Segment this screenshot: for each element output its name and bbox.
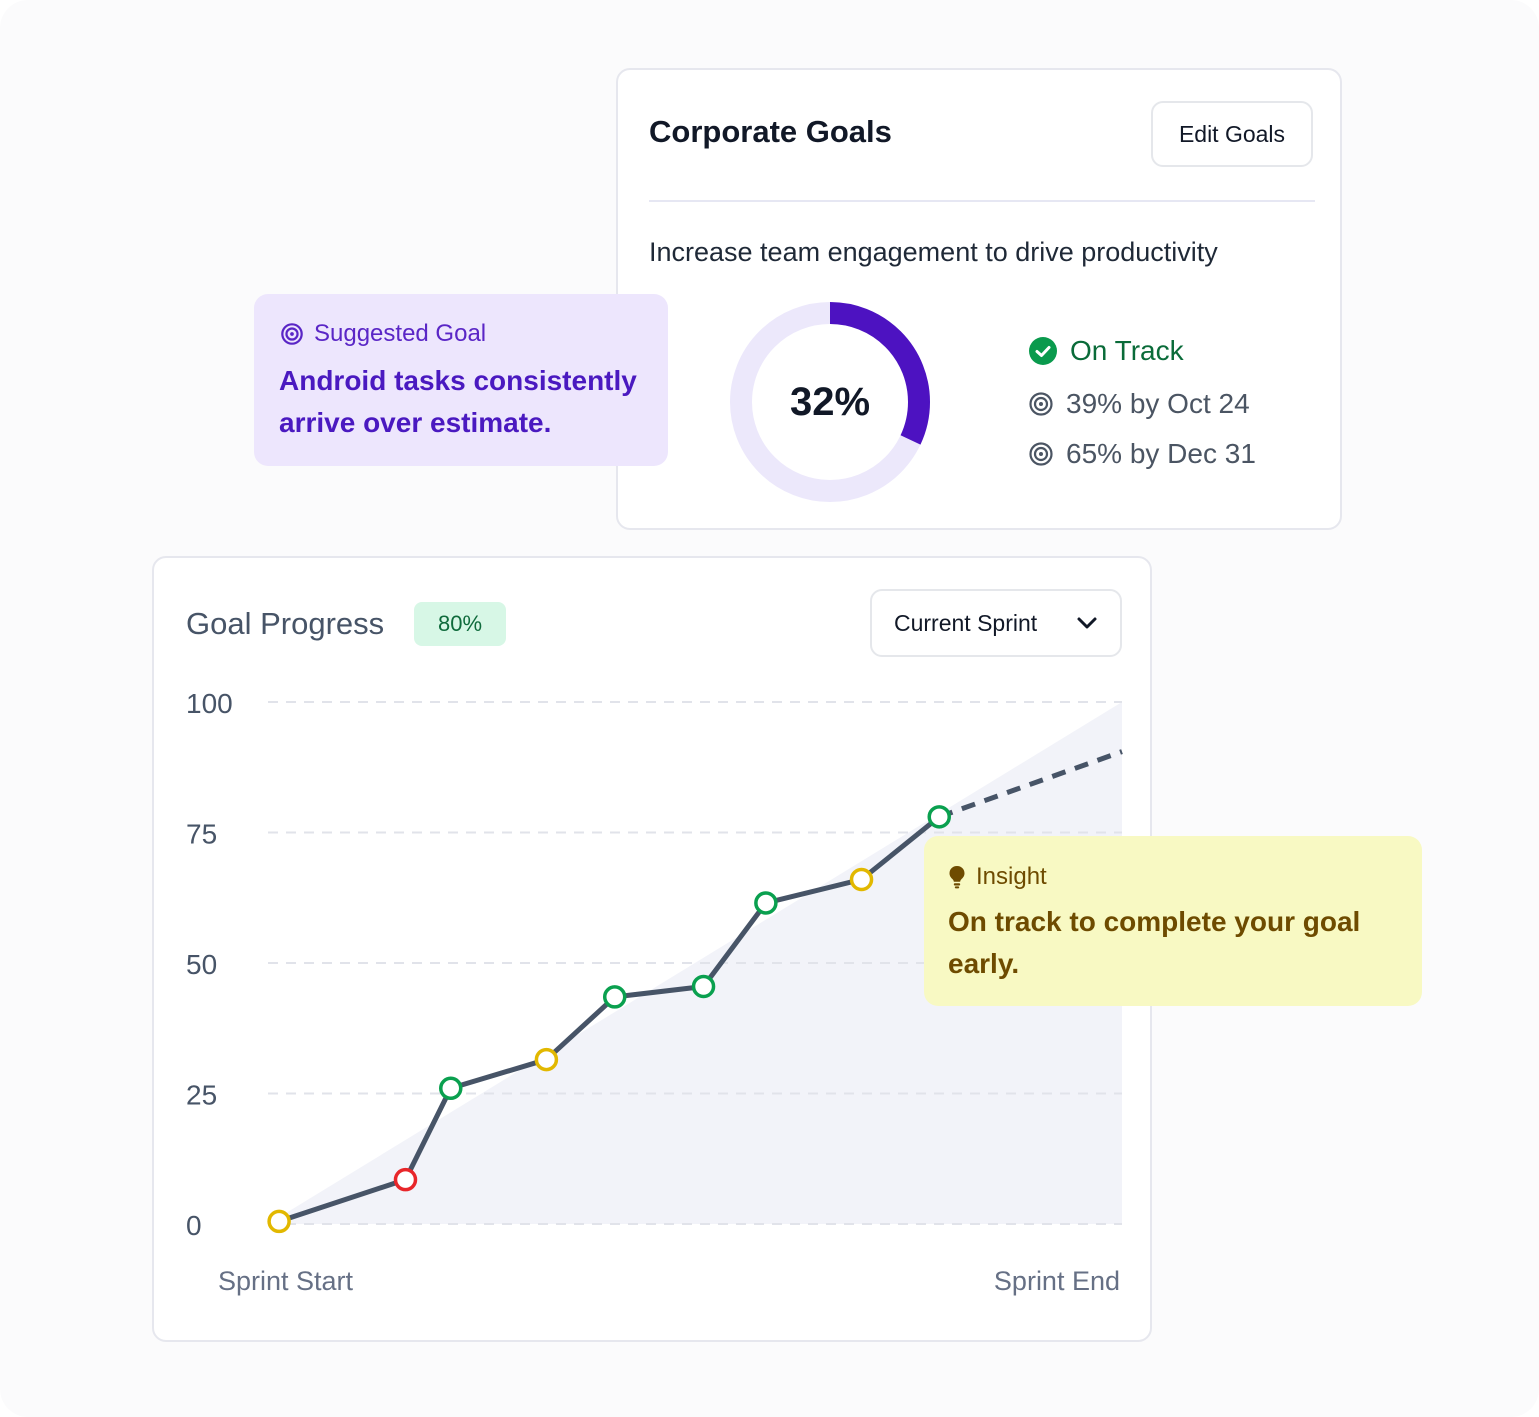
status-on-track: On Track (1028, 335, 1184, 367)
projection-line (938, 749, 1123, 820)
data-point (849, 867, 874, 892)
target-milestone-label: 65% by Dec 31 (1066, 438, 1256, 469)
data-point (754, 891, 778, 915)
target-icon (281, 323, 303, 345)
target-icon (1029, 392, 1053, 416)
target-milestone-1: 39% by Oct 24 (1028, 388, 1250, 420)
data-point (439, 1076, 463, 1101)
data-point (534, 1047, 559, 1072)
suggested-goal-callout[interactable]: Suggested Goal Android tasks consistentl… (254, 294, 668, 466)
suggested-goal-header: Suggested Goal (280, 320, 486, 348)
data-point (927, 805, 951, 829)
y-tick-label: 25 (186, 1080, 217, 1111)
target-icon (1029, 442, 1053, 466)
progress-badge: 80% (414, 602, 506, 646)
suggested-goal-heading: Suggested Goal (314, 320, 487, 347)
insight-callout[interactable]: Insight On track to complete your goal e… (924, 836, 1422, 1006)
corporate-goals-card: Corporate Goals Edit Goals Increase team… (616, 68, 1342, 530)
goal-description: Increase team engagement to drive produc… (649, 237, 1218, 267)
edit-goals-button[interactable]: Edit Goals (1151, 101, 1313, 167)
data-point (691, 974, 716, 999)
status-label: On Track (1070, 335, 1184, 366)
divider (649, 200, 1315, 202)
corporate-goals-title: Corporate Goals (649, 114, 892, 149)
lightbulb-icon (949, 866, 965, 889)
data-point (267, 1209, 291, 1234)
insight-heading: Insight (976, 863, 1047, 890)
y-tick-label: 100 (186, 688, 233, 719)
chevron-down-icon (1077, 617, 1097, 629)
progress-donut (730, 302, 930, 502)
target-milestone-label: 39% by Oct 24 (1066, 388, 1250, 419)
target-area (268, 702, 1122, 1224)
donut-percentage: 32% (789, 379, 871, 424)
y-tick-label: 50 (186, 949, 217, 980)
insight-text: On track to complete your goal early. (948, 906, 1361, 979)
sprint-dropdown[interactable]: Current Sprint (870, 589, 1122, 657)
target-milestone-2: 65% by Dec 31 (1028, 438, 1256, 470)
goal-progress-title: Goal Progress (186, 606, 385, 641)
check-circle-icon (1029, 337, 1057, 365)
suggested-goal-text: Android tasks consistently arrive over e… (279, 365, 637, 438)
data-point (393, 1167, 418, 1192)
y-tick-label: 75 (186, 819, 217, 850)
goal-progress-chart: 0 25 50 75 100 Sprint Start Sprint End (186, 688, 1123, 1296)
insight-header: Insight (948, 863, 1047, 891)
x-label-end: Sprint End (994, 1266, 1120, 1296)
donut-progress-arc (730, 302, 930, 502)
x-label-start: Sprint Start (218, 1266, 354, 1296)
sprint-dropdown-value: Current Sprint (894, 609, 1038, 636)
y-tick-label: 0 (186, 1210, 202, 1241)
data-point (602, 985, 627, 1009)
